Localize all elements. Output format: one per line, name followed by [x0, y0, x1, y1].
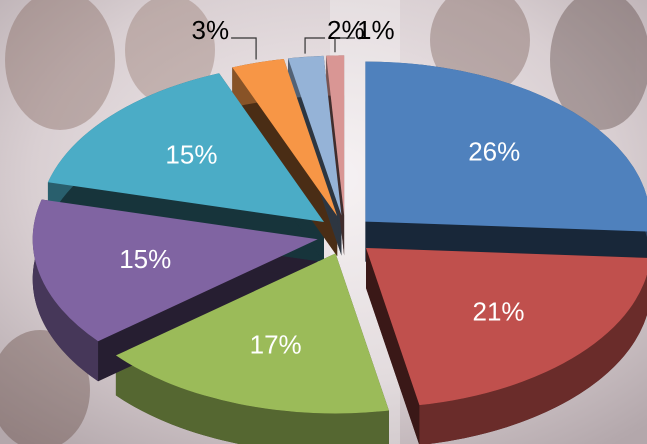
data-label: 17%: [250, 330, 302, 360]
data-label: 15%: [165, 139, 217, 169]
data-label: 26%: [468, 137, 520, 167]
data-label: 3%: [192, 15, 230, 45]
chart: 26%21%17%15%15%3%2%1%: [0, 0, 647, 444]
data-label: 1%: [357, 15, 395, 45]
data-label: 15%: [119, 244, 171, 274]
data-label: 21%: [473, 296, 525, 326]
